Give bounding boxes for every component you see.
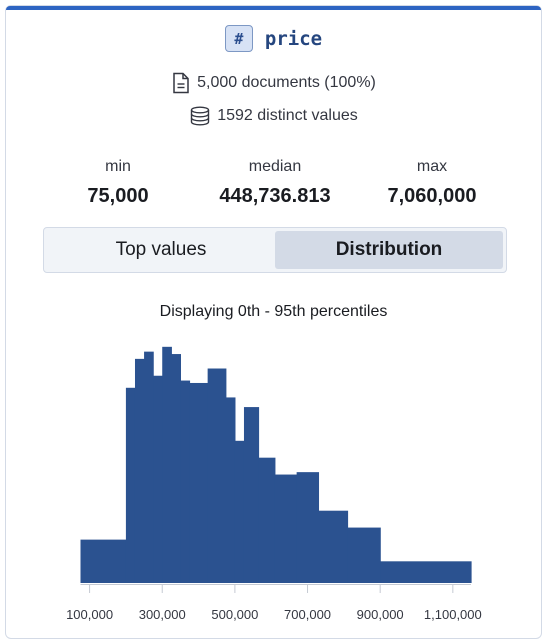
- x-tick-label: 300,000: [139, 607, 186, 622]
- histogram-bar[interactable]: [258, 458, 275, 583]
- histogram-bar[interactable]: [153, 376, 163, 583]
- histogram-bar[interactable]: [144, 352, 154, 583]
- histogram-bar[interactable]: [318, 511, 348, 583]
- histogram-bar[interactable]: [275, 475, 297, 583]
- histogram-bar[interactable]: [126, 388, 136, 583]
- histogram-bar[interactable]: [189, 383, 208, 583]
- histogram-bar[interactable]: [135, 359, 145, 583]
- x-tick-label: 500,000: [211, 607, 258, 622]
- histogram-bar[interactable]: [235, 441, 245, 583]
- histogram-bar[interactable]: [297, 472, 319, 583]
- histogram-bar[interactable]: [226, 397, 236, 583]
- x-tick-label: 900,000: [357, 607, 404, 622]
- x-tick-label: 700,000: [284, 607, 331, 622]
- x-tick-label: 100,000: [66, 607, 113, 622]
- histogram-bar[interactable]: [180, 381, 190, 583]
- histogram-bar[interactable]: [244, 407, 259, 583]
- histogram-bar[interactable]: [171, 354, 181, 583]
- histogram-bar[interactable]: [347, 528, 380, 583]
- histogram-bar[interactable]: [208, 369, 227, 583]
- distribution-histogram: 100,000 300,000 500,000 700,000 900,000 1,100…: [6, 6, 541, 638]
- histogram-bar[interactable]: [162, 347, 172, 583]
- x-tick-label: 1,100,000: [424, 607, 482, 622]
- field-stats-card: # price 5,000 documents (100%) 1592 dist…: [5, 5, 542, 639]
- histogram-bar[interactable]: [380, 561, 471, 583]
- histogram-bar[interactable]: [81, 540, 127, 583]
